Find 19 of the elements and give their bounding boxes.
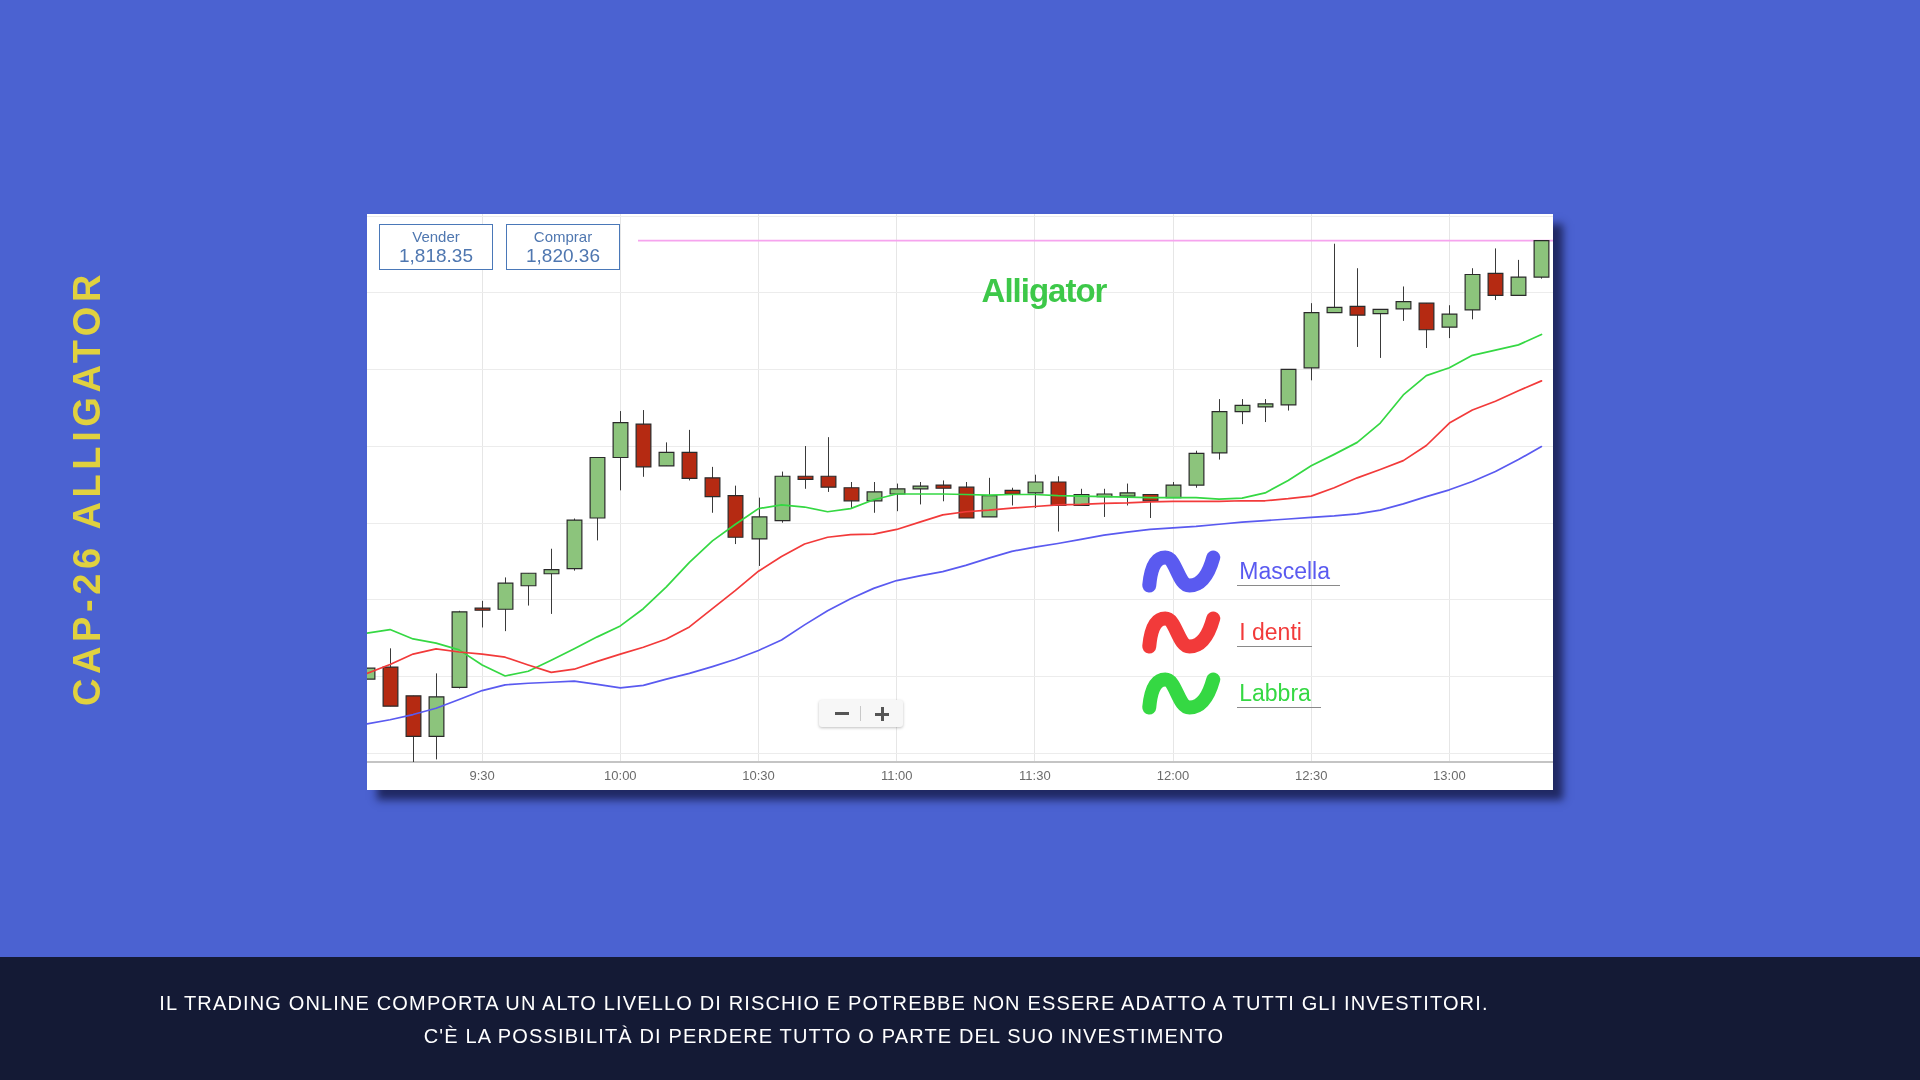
legend-label: I denti [1237,618,1312,647]
x-tick-label: 10:00 [604,768,637,784]
annotation: Vender 1,818.35 [398,228,474,266]
x-tick-label: 11:30 [1019,768,1051,784]
x-tick-label: 10:30 [742,768,775,784]
legend-label: Mascella [1237,557,1340,586]
price-box: Vender 1,818.35 [379,224,493,270]
x-tick-label: 12:30 [1294,768,1328,784]
x-tick-label: 9:30 [469,768,495,784]
text: IL TRADING ONLINE COMPORTA UN ALTO LIVELLO DI RISCHIO E POTREBBE NON ESSERE ADATTO A TUTTI GLI INVESTITORI. [158,991,1490,1016]
annotation: Comprar 1,820.36 [525,228,601,266]
text: Alligator [981,271,1107,309]
price-box: Comprar 1,820.36 [506,224,620,270]
x-tick-label: 12:00 [1156,768,1190,784]
x-tick-label: 11:00 [880,768,913,784]
text: C'È LA POSSIBILITÀ DI PERDERE TUTTO O PARTE DEL SUO INVESTIMENTO [422,1024,1226,1049]
text: CAP-26 ALLIGATOR [66,269,108,707]
legend-label: Labbra [1237,679,1321,708]
x-tick-label: 13:00 [1433,768,1466,784]
